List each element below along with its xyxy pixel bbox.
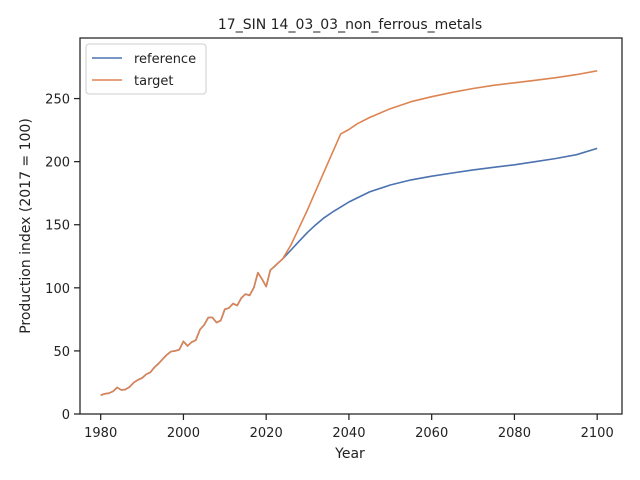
y-tick-label: 100	[45, 282, 70, 297]
x-tick-label: 2100	[581, 426, 614, 441]
legend: reference target	[85, 43, 207, 95]
y-axis-ticks: 0 50 100 150 200 250	[45, 93, 80, 423]
x-tick-label: 2020	[250, 426, 283, 441]
legend-box	[85, 43, 207, 95]
x-tick-label: 2080	[498, 426, 531, 441]
x-tick-label: 2060	[415, 426, 448, 441]
y-tick-label: 50	[53, 345, 70, 360]
series-line-reference	[100, 147, 598, 396]
plot-frame	[79, 37, 623, 415]
series-lines	[100, 70, 598, 396]
y-tick-label: 250	[45, 93, 70, 108]
series-line-target	[100, 70, 598, 396]
y-axis-label: Production index (2017 = 100)	[18, 118, 34, 334]
y-tick-label: 200	[45, 156, 70, 171]
y-tick-label: 150	[45, 219, 70, 234]
x-tick-label: 2000	[167, 426, 200, 441]
y-tick-label: 0	[62, 408, 70, 423]
x-axis-label: Year	[334, 446, 365, 462]
chart-title: 17_SIN 14_03_03_non_ferrous_metals	[218, 17, 482, 33]
legend-label-target: target	[134, 74, 174, 89]
x-tick-label: 1980	[84, 426, 117, 441]
x-axis-ticks: 1980 2000 2020 2040 2060 2080 2100	[84, 414, 614, 441]
x-tick-label: 2040	[332, 426, 365, 441]
legend-label-reference: reference	[134, 52, 196, 67]
